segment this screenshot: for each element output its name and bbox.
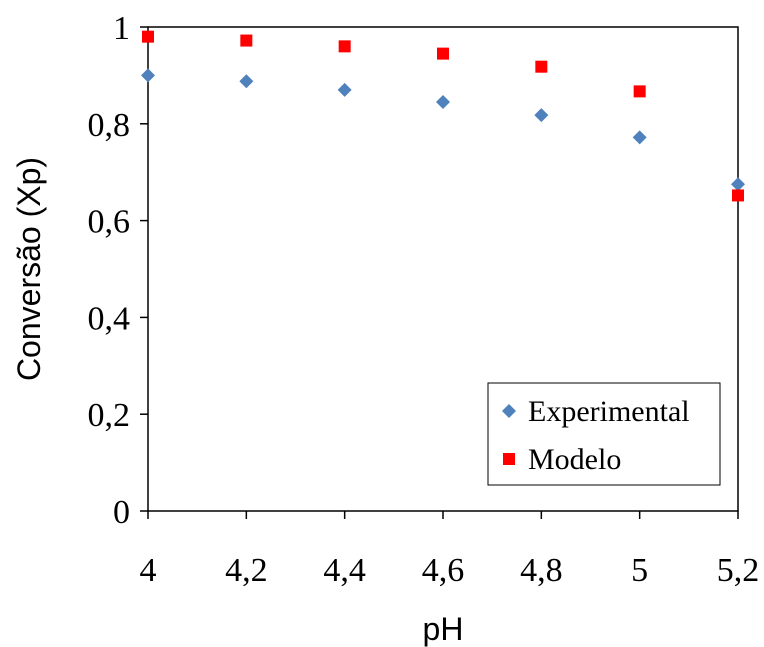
y-tick-label: 0,4 [88, 300, 131, 337]
modelo-legend-marker [503, 453, 515, 465]
x-tick-label: 4,6 [422, 552, 465, 589]
experimental-point [337, 82, 352, 97]
experimental-point [534, 108, 549, 123]
x-tick-label: 5,2 [717, 552, 760, 589]
y-tick-label: 0,6 [88, 204, 131, 241]
experimental-point [239, 74, 254, 89]
y-axis-title: Conversão (Xp) [11, 157, 47, 381]
experimental-legend-marker [502, 404, 516, 418]
modelo-point [633, 85, 646, 98]
modelo-point [240, 34, 253, 47]
legend-label: Experimental [528, 395, 690, 428]
experimental-point [141, 68, 155, 83]
x-tick-label: 4,2 [225, 552, 268, 589]
experimental-point [436, 95, 450, 110]
experimental-point [632, 130, 647, 145]
legend: Experimental Modelo [487, 382, 721, 486]
modelo-point [338, 40, 351, 53]
x-tick-label: 4,8 [520, 552, 563, 589]
data-points [141, 30, 745, 202]
modelo-point [535, 60, 548, 73]
y-tick-label: 0 [113, 494, 130, 531]
x-axis-title: pH [423, 611, 464, 647]
modelo-point [142, 30, 154, 43]
modelo-point [437, 47, 449, 60]
x-axis-ticks: 4 4,2 4,4 4,6 4,8 5 5,2 [140, 511, 760, 589]
experimental-point [731, 177, 745, 192]
x-tick-label: 4 [140, 552, 157, 589]
y-tick-label: 0,2 [88, 397, 131, 434]
x-tick-label: 4,4 [323, 552, 366, 589]
legend-box [487, 382, 721, 486]
y-tick-label: 1 [113, 10, 130, 47]
x-tick-label: 5 [631, 552, 648, 589]
y-axis-ticks: 0 0,2 0,4 0,6 0,8 1 [88, 10, 148, 531]
y-tick-label: 0,8 [88, 107, 131, 144]
modelo-point [732, 189, 744, 202]
legend-label: Modelo [528, 443, 621, 476]
